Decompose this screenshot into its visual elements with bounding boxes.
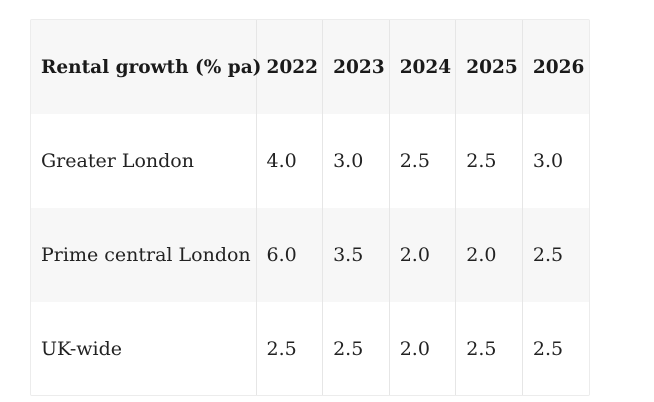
table-header-row: Rental growth (% pa) 2022 2023 2024 2025… (31, 20, 589, 114)
value-cell: 3.5 (322, 208, 390, 302)
rental-growth-table: Rental growth (% pa) 2022 2023 2024 2025… (31, 20, 589, 395)
rental-growth-table-container: Rental growth (% pa) 2022 2023 2024 2025… (30, 19, 590, 396)
row-label: Prime central London (31, 208, 257, 302)
row-label: Greater London (31, 114, 257, 208)
header-cell-year: 2022 (256, 20, 324, 114)
header-cell-year: 2025 (455, 20, 523, 114)
value-cell: 2.5 (256, 302, 324, 395)
value-cell: 2.5 (532, 337, 564, 360)
value-cell: 2.0 (389, 208, 457, 302)
header-cell-year: 2026 (522, 20, 589, 114)
table-row: Greater London 4.0 3.0 2.5 2.5 3.0 (31, 114, 589, 208)
header-cell-year: 2023 (322, 20, 390, 114)
header-cell-year: 2024 (389, 20, 457, 114)
value-cell: 6.0 (256, 208, 324, 302)
value-cell: 2.5 (455, 114, 523, 208)
value-cell: 2.5 (532, 244, 564, 266)
value-cell: 3.0 (532, 150, 564, 172)
value-cell: 4.0 (256, 114, 324, 208)
value-cell: 2.5 (322, 302, 390, 395)
value-cell: 2.5 (455, 302, 523, 395)
table-row: Prime central London 6.0 3.5 2.0 2.0 2.5 (31, 208, 589, 302)
value-cell: 3.0 (322, 114, 390, 208)
value-cell: 2.0 (389, 302, 457, 395)
table-row: UK-wide 2.5 2.5 2.0 2.5 2.5 (31, 302, 589, 395)
row-label: UK-wide (31, 302, 257, 395)
value-cell: 2.0 (455, 208, 523, 302)
value-cell: 2.5 (389, 114, 457, 208)
header-cell-label: Rental growth (% pa) (31, 20, 261, 114)
